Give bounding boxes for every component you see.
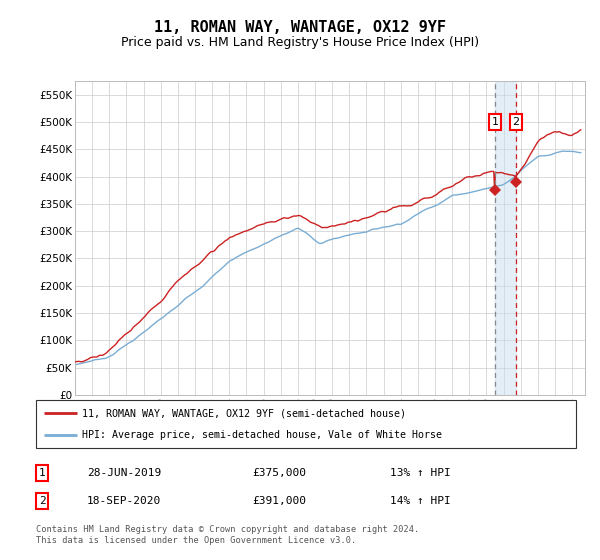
Text: 28-JUN-2019: 28-JUN-2019 bbox=[87, 468, 161, 478]
Bar bbox=[495, 81, 516, 395]
Text: 11, ROMAN WAY, WANTAGE, OX12 9YF (semi-detached house): 11, ROMAN WAY, WANTAGE, OX12 9YF (semi-d… bbox=[82, 408, 406, 418]
FancyBboxPatch shape bbox=[36, 400, 576, 448]
Text: 2: 2 bbox=[38, 496, 46, 506]
Text: 14% ↑ HPI: 14% ↑ HPI bbox=[390, 496, 451, 506]
Text: 1: 1 bbox=[38, 468, 46, 478]
Text: Contains HM Land Registry data © Crown copyright and database right 2024.
This d: Contains HM Land Registry data © Crown c… bbox=[36, 525, 419, 545]
Text: Price paid vs. HM Land Registry's House Price Index (HPI): Price paid vs. HM Land Registry's House … bbox=[121, 36, 479, 49]
Text: 1: 1 bbox=[491, 117, 499, 127]
Text: 13% ↑ HPI: 13% ↑ HPI bbox=[390, 468, 451, 478]
Text: 18-SEP-2020: 18-SEP-2020 bbox=[87, 496, 161, 506]
Text: HPI: Average price, semi-detached house, Vale of White Horse: HPI: Average price, semi-detached house,… bbox=[82, 430, 442, 440]
Text: 2: 2 bbox=[512, 117, 520, 127]
Text: £375,000: £375,000 bbox=[252, 468, 306, 478]
Text: £391,000: £391,000 bbox=[252, 496, 306, 506]
Text: 11, ROMAN WAY, WANTAGE, OX12 9YF: 11, ROMAN WAY, WANTAGE, OX12 9YF bbox=[154, 20, 446, 35]
